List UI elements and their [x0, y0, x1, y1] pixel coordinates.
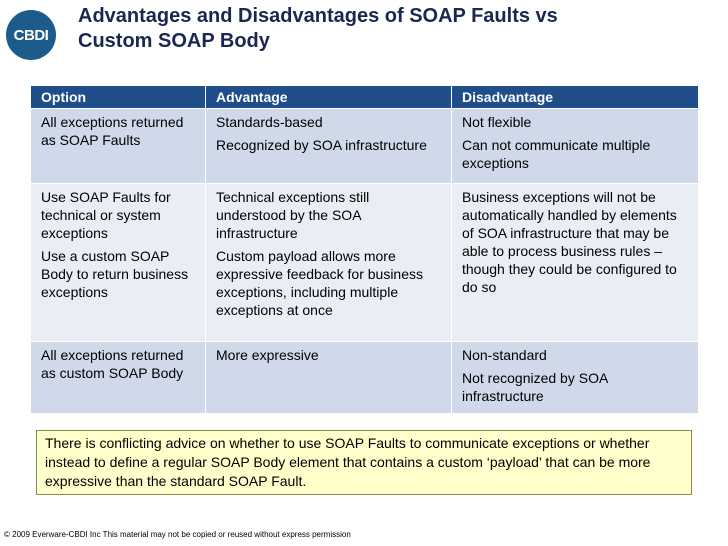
- table-cell: Business exceptions will not be automati…: [451, 183, 699, 342]
- footer: © 2009 Everware-CBDI Inc This material m…: [4, 530, 351, 539]
- table-row: All exceptions returned as SOAP Faults St…: [30, 108, 699, 184]
- cell-text: Business exceptions will not be automati…: [462, 189, 677, 295]
- table-cell: Non-standard Not recognized by SOA infras…: [451, 341, 699, 414]
- cell-text: Use SOAP Faults for technical or system …: [41, 189, 171, 241]
- column-header: Disadvantage: [451, 85, 699, 109]
- table-cell: Standards-based Recognized by SOA infrast…: [205, 108, 452, 184]
- cell-text: Custom payload allows more expressive fe…: [216, 248, 423, 318]
- cell-text: Non-standard: [462, 347, 547, 363]
- cell-text: Can not communicate multiple exceptions: [462, 137, 651, 171]
- title-line: Custom SOAP Body: [78, 30, 270, 52]
- table-cell: Use SOAP Faults for technical or system …: [30, 183, 206, 342]
- cell-text: Not flexible: [462, 114, 532, 130]
- cell-text: Use a custom SOAP Body to return busines…: [41, 248, 189, 300]
- table-cell: All exceptions returned as SOAP Faults: [30, 108, 206, 184]
- title-line: Advantages and Disadvantages of SOAP Fau…: [78, 5, 558, 27]
- comparison-table: Option Advantage Disadvantage All exceptio…: [30, 85, 699, 414]
- note: There is conflicting advice on whether t…: [36, 430, 692, 495]
- cell-text: Recognized by SOA infrastructure: [216, 137, 427, 153]
- table-cell: All exceptions returned as custom SOAP B…: [30, 341, 206, 414]
- header-row: Option Advantage Disadvantage: [30, 85, 699, 109]
- table-row: All exceptions returned as custom SOAP B…: [30, 341, 699, 414]
- table-cell: Not flexible Can not communicate multiple…: [451, 108, 699, 184]
- cell-text: Standards-based: [216, 114, 323, 130]
- logo: CBDI: [6, 10, 56, 60]
- title: Advantages and Disadvantages of SOAP Fau…: [78, 4, 558, 54]
- column-header: Advantage: [205, 85, 452, 109]
- cell-text: More expressive: [216, 347, 319, 363]
- cell-text: All exceptions returned as custom SOAP B…: [41, 347, 184, 381]
- table-cell: Technical exceptions still understood by…: [205, 183, 452, 342]
- table-cell: More expressive: [205, 341, 452, 414]
- cell-text: All exceptions returned as SOAP Faults: [41, 114, 184, 148]
- cell-text: Technical exceptions still understood by…: [216, 189, 370, 241]
- table-row: Use SOAP Faults for technical or system …: [30, 183, 699, 342]
- column-header: Option: [30, 85, 206, 109]
- cell-text: Not recognized by SOA infrastructure: [462, 370, 608, 404]
